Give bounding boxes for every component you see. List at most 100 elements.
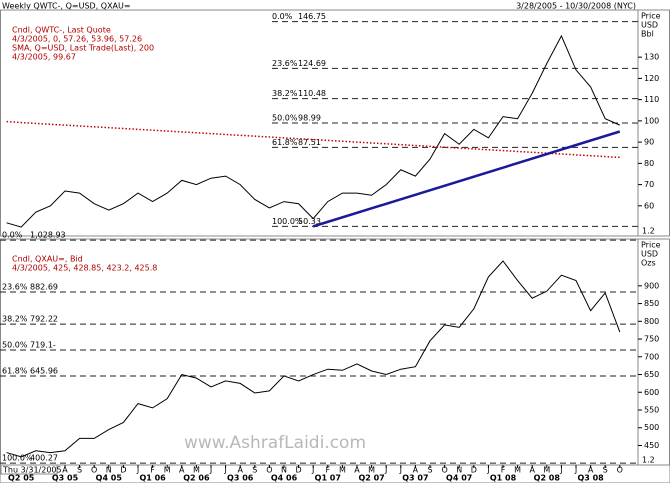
fib-label: 0.0%	[272, 12, 293, 21]
quarter-label: Q3 06	[227, 474, 254, 483]
y-tick-label: 80	[644, 159, 654, 168]
x-tick-label: O	[617, 466, 623, 475]
x-tick-label: D	[120, 466, 126, 475]
x-tick-label: M	[339, 466, 346, 475]
fib-label: 38.2%	[272, 89, 298, 98]
fib-label: 38.2%	[2, 315, 28, 324]
y-tick-label: 500	[644, 423, 659, 432]
legend-line: 4/3/2005, 0, 57.26, 53.96, 57.26	[12, 35, 142, 44]
scale-label: 1.2	[642, 456, 655, 465]
x-tick-label: A	[62, 466, 68, 475]
x-tick-label: F	[325, 466, 330, 475]
fib-value: 719.1-	[30, 341, 56, 350]
watermark: www.AshrafLaidi.com	[184, 433, 366, 453]
start-label-bg	[0, 464, 58, 475]
quarter-label: Q3 08	[577, 474, 604, 483]
y-tick-label: 120	[644, 74, 659, 83]
x-tick-label: O	[91, 466, 97, 475]
fib-label: 0.0%	[2, 231, 23, 240]
legend-line: Cndl, QXAU=, Bid	[12, 255, 83, 264]
x-tick-label: N	[106, 466, 112, 475]
fib-label: 50.0%	[272, 114, 298, 123]
x-tick-label: M	[368, 466, 375, 475]
y-tick-label: 110	[644, 95, 659, 104]
y-tick-label: 900	[644, 281, 659, 290]
axis-title: Price	[641, 241, 661, 250]
fib-label: 23.6%	[272, 59, 298, 68]
price-line	[6, 120, 620, 159]
y-tick-label: 100	[644, 116, 659, 125]
price-line	[6, 260, 621, 458]
header-right: 3/28/2005 - 10/30/2008 (NYC)	[516, 2, 636, 11]
quarter-label: Q4 06	[271, 474, 298, 483]
fib-value: 87.51	[298, 138, 321, 147]
fib-value: 400.27	[30, 454, 58, 463]
x-tick-label: S	[427, 466, 432, 475]
quarter-label: Q4 07	[446, 474, 472, 483]
x-tick-label: J	[223, 466, 226, 475]
quarter-label: Q4 05	[96, 474, 123, 483]
price-line	[6, 34, 621, 228]
quarter-label: Q2 06	[183, 474, 210, 483]
x-axis-bg	[0, 464, 670, 483]
y-tick-label: 70	[644, 180, 654, 189]
quarter-label: Q2 05	[8, 474, 35, 483]
fib-value: 882.69	[30, 282, 58, 291]
scale-label: 1.2	[642, 227, 655, 236]
y-tick-label: 850	[644, 299, 659, 308]
x-tick-label: J	[559, 466, 562, 475]
x-tick-label: N	[281, 466, 287, 475]
x-tick-label: M	[193, 466, 200, 475]
legend-line: Cndl, QWTC-, Last Quote	[12, 26, 111, 35]
quarter-label: Q1 08	[490, 474, 517, 483]
y-tick-label: 750	[644, 335, 659, 344]
fib-value: 146.75	[298, 12, 326, 21]
x-tick-label: J	[574, 466, 577, 475]
x-tick-label: F	[150, 466, 155, 475]
x-tick-label: J	[136, 466, 139, 475]
axis-title: Bbl	[641, 30, 654, 39]
axis-title: USD	[641, 250, 658, 259]
x-tick-label: A	[354, 466, 360, 475]
quarter-label: Q1 06	[139, 474, 166, 483]
x-tick-label: M	[514, 466, 521, 475]
quarter-label: Q1 07	[315, 474, 341, 483]
y-tick-label: 90	[644, 138, 654, 147]
fib-label: 100.0%	[2, 454, 33, 463]
fib-value: 98.99	[298, 114, 321, 123]
x-tick-label: J	[486, 466, 489, 475]
x-tick-label: J	[311, 466, 314, 475]
quarter-label: Q2 08	[534, 474, 561, 483]
y-tick-label: 800	[644, 317, 659, 326]
x-tick-label: A	[179, 466, 185, 475]
x-tick-label: S	[252, 466, 257, 475]
x-tick-label: J	[399, 466, 402, 475]
quarter-label: Q3 07	[402, 474, 428, 483]
header-left: Weekly QWTC-, Q=USD, QXAU=	[2, 2, 131, 11]
fib-label: 100.0%	[272, 217, 303, 226]
fib-value: 124.69	[298, 59, 326, 68]
y-tick-label: 450	[644, 441, 659, 450]
quarter-label: Q3 05	[52, 474, 79, 483]
y-tick-label: 60	[644, 201, 654, 210]
x-tick-label: D	[296, 466, 302, 475]
fib-value: 792.22	[30, 315, 58, 324]
axis-title: Ozs	[641, 259, 656, 268]
x-tick-label: J	[209, 466, 212, 475]
start-label: Thu 3/31/2005	[2, 466, 62, 475]
fib-value: 1,028.93	[30, 231, 66, 240]
quarter-label: Q2 07	[358, 474, 384, 483]
trendline	[312, 130, 621, 228]
fib-value: 645.96	[30, 366, 58, 375]
x-tick-label: F	[501, 466, 506, 475]
y-tick-label: 130	[644, 53, 659, 62]
x-tick-label: S	[603, 466, 608, 475]
x-tick-label: J	[384, 466, 387, 475]
fib-label: 61.8%	[272, 138, 298, 147]
x-tick-label: D	[471, 466, 477, 475]
x-tick-label: M	[164, 466, 171, 475]
x-tick-label: A	[588, 466, 594, 475]
axis-title: Price	[641, 12, 661, 21]
x-tick-label: O	[441, 466, 447, 475]
